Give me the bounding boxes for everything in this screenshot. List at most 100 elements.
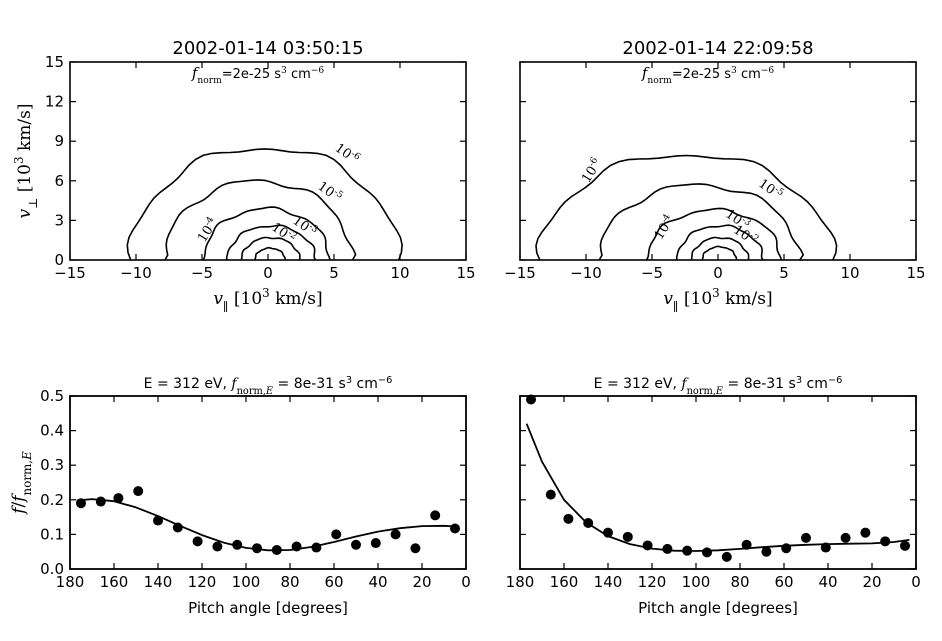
contour-level-0	[126, 148, 403, 260]
data-point	[271, 544, 282, 555]
x-tick-label: 180	[56, 573, 85, 591]
contour-panel-right: 10-610-510-4 10-310-2−15 −10 −5 0 5 10 152002-0…	[504, 38, 925, 314]
contour-level-2	[645, 207, 783, 260]
data-point	[820, 542, 831, 553]
x-tick-label: 5	[329, 264, 339, 282]
pitch-angle-panel-left: 180 160 140 120 100 80 60 40 20 0 0.0 0.1 0.2 0.3 0.4 0…	[9, 375, 471, 618]
x-tick-label: 15	[456, 264, 475, 282]
x-tick-label: −10	[120, 264, 152, 282]
x-tick-label: 120	[638, 573, 667, 591]
data-point	[761, 546, 772, 557]
data-point	[153, 515, 163, 526]
data-point	[192, 536, 203, 547]
contour-level-3	[225, 224, 317, 260]
x-tick-label: 40	[818, 573, 837, 591]
data-point	[311, 542, 322, 553]
data-point	[702, 547, 712, 558]
data-point	[430, 510, 441, 521]
x-tick-label: 60	[324, 573, 343, 591]
data-point	[390, 529, 401, 540]
data-point	[113, 493, 124, 504]
data-point	[900, 540, 910, 551]
data-point	[450, 523, 460, 534]
contour-lines	[535, 154, 838, 260]
x-axis-label: Pitch angle [degrees]	[188, 599, 348, 617]
contour-level-5	[701, 245, 738, 260]
panel-title: E = 312 eV, fnorm,E = 8e-31 s3 cm−6	[144, 375, 393, 397]
plot-frame	[69, 395, 467, 570]
contour-panel-left: 10-610-510-4 10-310-2−15 −10 −5 0 5 10 15036912…	[12, 38, 476, 314]
plot-frame	[519, 395, 917, 570]
x-tick-label: −5	[641, 264, 663, 282]
data-point	[563, 513, 574, 524]
data-point	[526, 394, 536, 405]
data-point	[860, 527, 871, 538]
x-tick-label: 20	[862, 573, 881, 591]
y-tick-label: 0.2	[40, 491, 64, 509]
y-tick-label: 0.1	[40, 525, 64, 543]
data-point	[682, 545, 693, 556]
data-point	[642, 540, 653, 551]
y-tick-label: 0.3	[40, 456, 64, 474]
panel-title: E = 312 eV, fnorm,E = 8e-31 s3 cm−6	[594, 375, 843, 397]
x-tick-label: 60	[774, 573, 793, 591]
contour-level-4	[240, 236, 301, 260]
contour-level-4	[690, 236, 750, 260]
x-tick-label: 10	[840, 264, 859, 282]
contour-label-1: 10-5	[315, 178, 345, 206]
plot-frame	[69, 61, 467, 261]
x-tick-label: 15	[906, 264, 925, 282]
data-point	[662, 543, 673, 554]
x-tick-label: 20	[412, 573, 431, 591]
contour-level-2	[202, 206, 331, 260]
data-point	[252, 543, 262, 554]
y-tick-label: 0.5	[40, 387, 64, 405]
data-point	[721, 551, 732, 562]
x-axis-label: v∥ [103 km/s]	[663, 286, 772, 314]
data-point	[212, 541, 223, 552]
data-point	[410, 543, 421, 554]
contour-level-1	[598, 183, 805, 260]
y-axis-label: f/fnorm,E	[9, 451, 34, 516]
x-tick-label: 0	[263, 264, 273, 282]
x-tick-label: 140	[144, 573, 173, 591]
contour-label-2: 10-4	[194, 215, 221, 245]
y-tick-label: 9	[54, 132, 64, 150]
x-tick-label: 0	[713, 264, 723, 282]
data-point	[76, 498, 86, 509]
data-point	[840, 532, 851, 543]
contour-level-1	[164, 179, 357, 260]
y-tick-label: 3	[54, 211, 64, 229]
data-point	[133, 486, 144, 497]
panel-title: 2002-01-14 03:50:15	[172, 38, 363, 59]
x-tick-label: 140	[594, 573, 623, 591]
contour-label-0: 10-6	[578, 156, 605, 186]
x-tick-label: 80	[730, 573, 749, 591]
x-axis-label: v∥ [103 km/s]	[213, 286, 322, 314]
fit-curve	[525, 423, 910, 552]
x-tick-label: 100	[682, 573, 711, 591]
contour-label-1: 10-5	[755, 176, 785, 204]
pitch-angle-panel-right: 180 160 140 120 100 80 60 40 20 0 E = 312 eV, fnor…	[506, 375, 921, 618]
x-tick-label: 0	[461, 573, 471, 591]
x-tick-label: 40	[368, 573, 387, 591]
y-tick-label: 15	[45, 53, 64, 71]
contour-level-0	[535, 154, 838, 260]
y-axis-label: v⊥ [103 km/s]	[12, 104, 40, 219]
panel-title: 2002-01-14 22:09:58	[622, 38, 813, 59]
y-tick-label: 0	[54, 251, 64, 269]
x-tick-label: 100	[232, 573, 261, 591]
norm-annotation: fnorm=2e-25 s3 cm−6	[191, 64, 325, 86]
data-point	[622, 531, 633, 542]
x-tick-label: −10	[570, 264, 602, 282]
data-point	[781, 543, 792, 554]
x-tick-label: 160	[550, 573, 579, 591]
contour-label-0: 10-6	[332, 140, 362, 168]
fit-curve	[76, 498, 460, 552]
data-point	[603, 527, 613, 538]
x-tick-label: 180	[506, 573, 535, 591]
x-tick-label: −15	[504, 264, 536, 282]
data-point	[545, 489, 556, 500]
data-point	[172, 522, 183, 533]
x-tick-label: 0	[911, 573, 921, 591]
